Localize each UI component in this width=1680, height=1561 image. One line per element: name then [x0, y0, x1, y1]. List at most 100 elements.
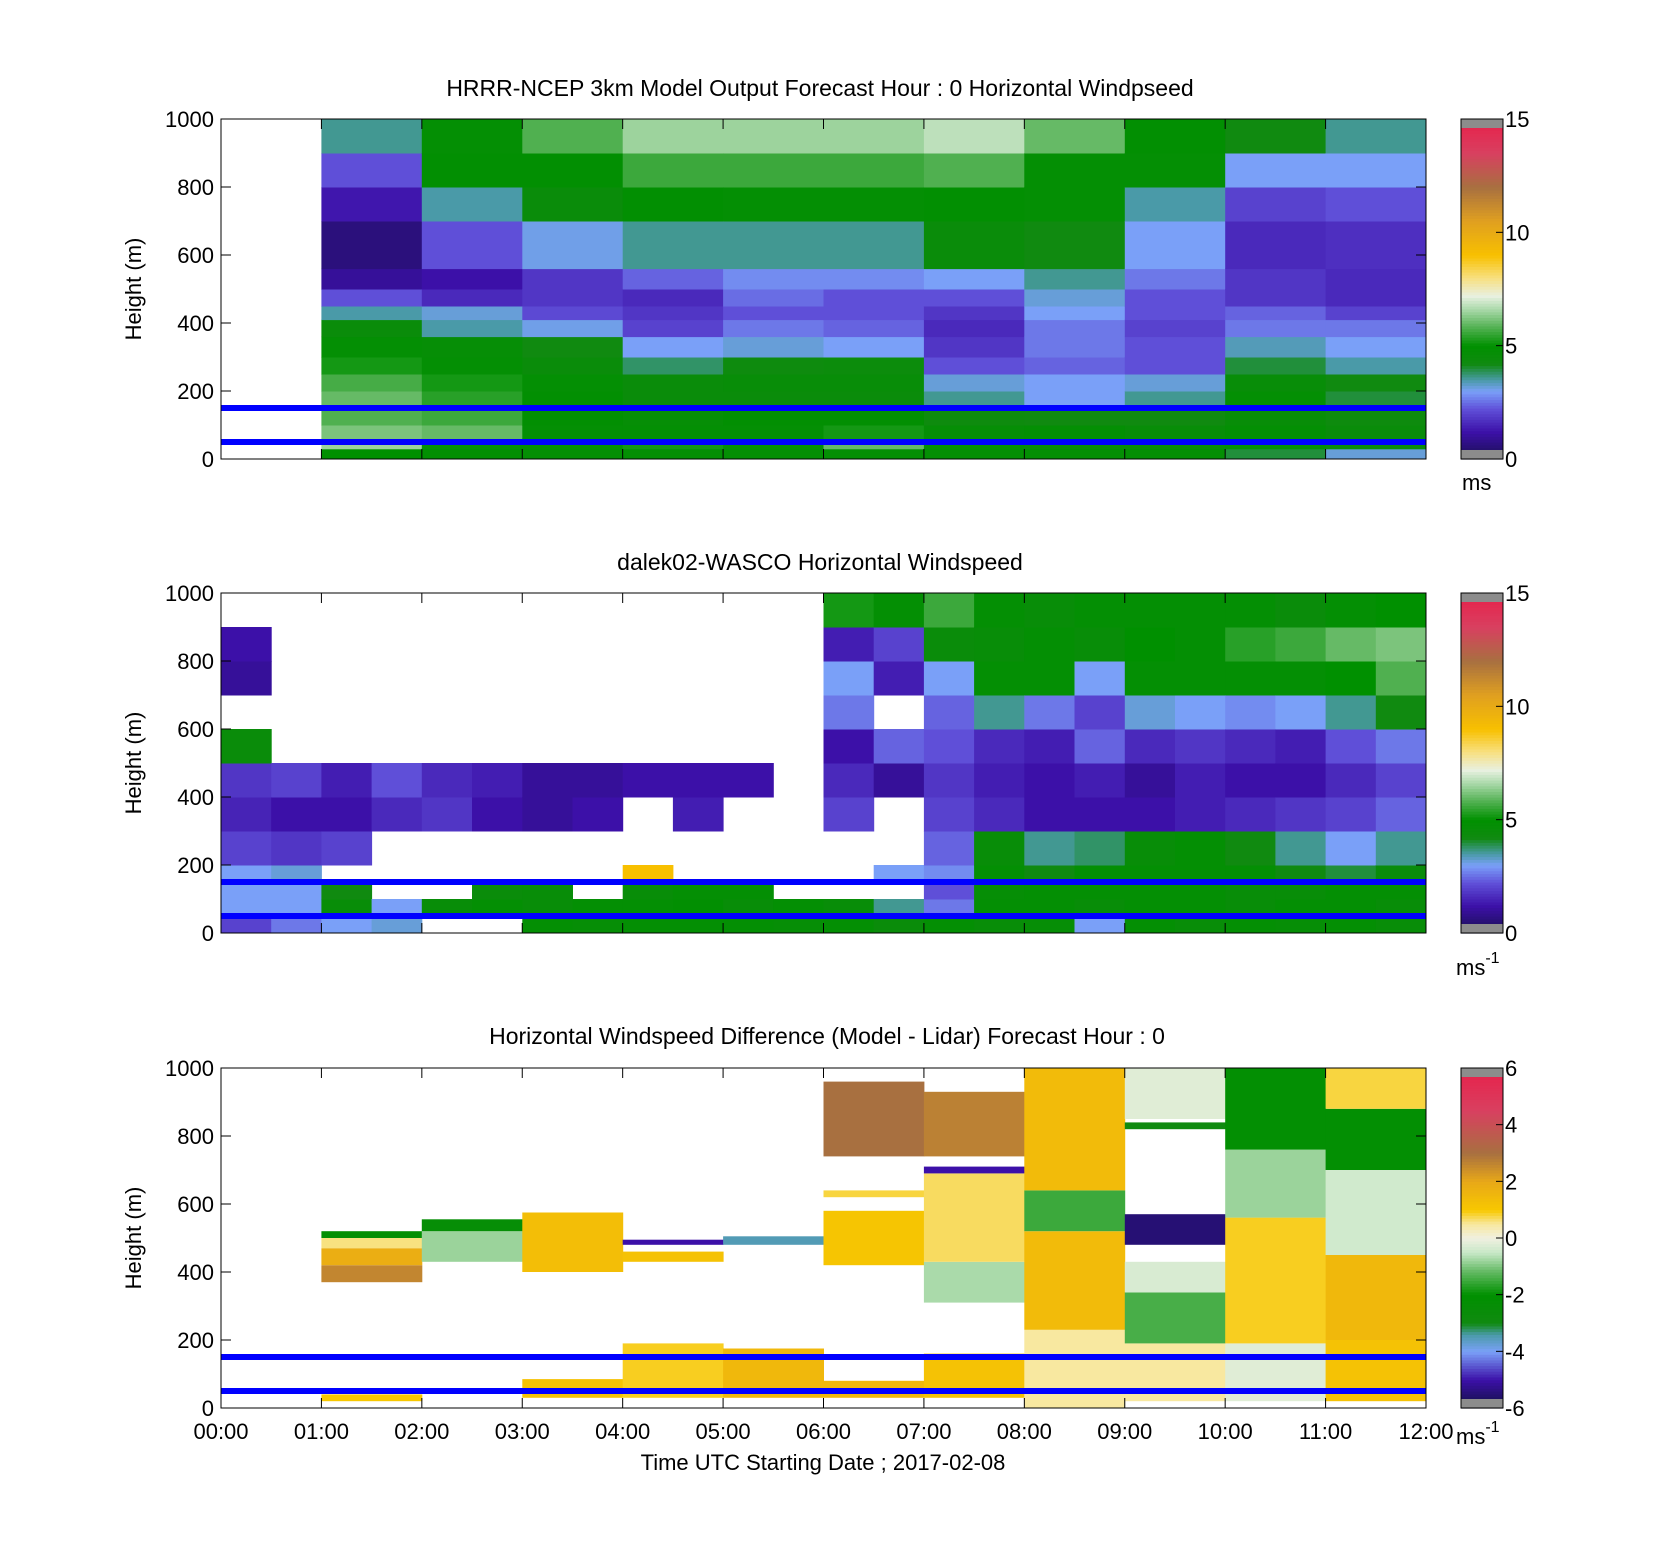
heatmap-cell: [321, 268, 423, 290]
colorbar-segment: [1461, 416, 1503, 420]
heatmap-cell: [974, 729, 1025, 764]
heatmap-cell: [1124, 357, 1226, 375]
heatmap-cell: [321, 763, 373, 798]
colorbar-segment: [1461, 1119, 1503, 1123]
heatmap-cell: [723, 357, 824, 375]
colorbar-segment: [1461, 635, 1503, 639]
heatmap-cell: [823, 221, 925, 270]
heatmap-cell: [1225, 221, 1327, 270]
heatmap-cell: [1225, 695, 1276, 730]
heatmap-cell: [723, 336, 824, 358]
heatmap-cell: [1124, 1261, 1226, 1293]
colorbar-segment: [1461, 427, 1503, 432]
colorbar-segment: [1461, 1396, 1503, 1401]
colorbar-segment: [1461, 130, 1503, 134]
heatmap-cell: [823, 374, 925, 392]
colorbar-segment: [1461, 850, 1503, 855]
colorbar-segment: [1461, 1226, 1503, 1231]
colorbar-segment: [1461, 675, 1503, 679]
colorbar-segment: [1461, 1297, 1503, 1301]
heatmap-cell: [1325, 627, 1377, 662]
heatmap-cell: [321, 357, 423, 375]
heatmap-cell: [923, 1173, 1025, 1262]
colorbar-segment: [1461, 422, 1503, 426]
colorbar-segment: [1461, 862, 1503, 866]
heatmap-cell: [723, 319, 824, 338]
heatmap-cell: [974, 763, 1025, 798]
colorbar-segment: [1461, 1391, 1503, 1395]
colorbar-segment: [1461, 1221, 1503, 1225]
colorbar-segment: [1461, 1325, 1503, 1330]
heatmap-cell: [873, 729, 925, 764]
y-tick-label: 800: [177, 649, 214, 674]
y-tick-label: 200: [177, 1328, 214, 1353]
colorbar-segment: [1461, 797, 1503, 801]
colorbar-segment: [1461, 215, 1503, 219]
heatmap-cell: [823, 1081, 925, 1157]
heatmap-cell: [923, 593, 975, 628]
heatmap-cell: [221, 865, 272, 883]
heatmap-cell: [923, 916, 975, 934]
colorbar-segment: [1461, 161, 1503, 165]
heatmap-cell: [522, 882, 573, 900]
heatmap-cell: [1175, 627, 1226, 662]
heatmap-cell: [522, 153, 624, 188]
colorbar-segment: [1461, 317, 1503, 321]
heatmap-cell: [1024, 289, 1126, 307]
heatmap-cell: [823, 187, 925, 222]
colorbar-segment: [1461, 1099, 1503, 1103]
colorbar-segment: [1461, 1385, 1503, 1389]
heatmap-cell: [873, 865, 925, 883]
heatmap-cell: [773, 916, 824, 934]
y-axis-label: Height (m): [121, 238, 146, 341]
colorbar-segment: [1461, 263, 1503, 267]
heatmap-cell: [1124, 627, 1176, 662]
heatmap-cell: [723, 289, 824, 307]
heatmap-cell: [1225, 425, 1327, 440]
colorbar-segment: [1461, 368, 1503, 372]
heatmap-cell: [723, 448, 824, 460]
colorbar-segment: [1461, 164, 1503, 168]
panel-model: HRRR-NCEP 3km Model Output Forecast Hour…: [121, 75, 1529, 495]
heatmap-cell: [1325, 357, 1427, 375]
colorbar-segment: [1461, 1246, 1503, 1250]
heatmap-cell: [1074, 695, 1126, 730]
heatmap-cell: [1124, 763, 1176, 798]
colorbar-segment: [1461, 391, 1503, 395]
heatmap-cell: [672, 899, 724, 917]
colorbar: 0 5 10 15: [1460, 581, 1529, 946]
heatmap-cell: [1225, 831, 1276, 866]
colorbar-segment: [1461, 272, 1503, 276]
colorbar-segment: [1461, 379, 1503, 384]
heatmap-cell: [622, 1251, 724, 1262]
heatmap-cell: [1124, 448, 1226, 460]
colorbar-segment: [1461, 408, 1503, 412]
colorbar-segment: [1461, 1204, 1503, 1208]
colorbar-cap: [1461, 1068, 1503, 1077]
heatmap-cell: [1124, 899, 1176, 917]
heatmap-cell: [823, 729, 875, 764]
colorbar-segment: [1461, 1269, 1503, 1273]
heatmap-cell: [321, 319, 423, 338]
colorbar-segment: [1461, 1218, 1503, 1222]
heatmap-cell: [1275, 882, 1327, 900]
colorbar-segment: [1461, 760, 1503, 764]
colorbar-segment: [1461, 1085, 1503, 1089]
heatmap-cell: [1325, 593, 1377, 628]
heatmap-cell: [1024, 1190, 1126, 1232]
heatmap-cell: [672, 797, 724, 832]
colorbar-segment: [1461, 1150, 1503, 1154]
heatmap-cell: [1325, 306, 1427, 321]
colorbar-tick-label: 0: [1505, 1226, 1517, 1251]
colorbar-segment: [1461, 201, 1503, 205]
heatmap-cell: [1375, 831, 1427, 866]
colorbar-segment: [1461, 184, 1503, 188]
colorbar-segment: [1461, 845, 1503, 849]
heatmap-cell: [321, 882, 373, 900]
colorbar-segment: [1461, 1110, 1503, 1114]
colorbar-segment: [1461, 1212, 1503, 1216]
heatmap-cell: [723, 882, 774, 900]
colorbar-segment: [1461, 865, 1503, 869]
heatmap-cell: [1024, 729, 1075, 764]
